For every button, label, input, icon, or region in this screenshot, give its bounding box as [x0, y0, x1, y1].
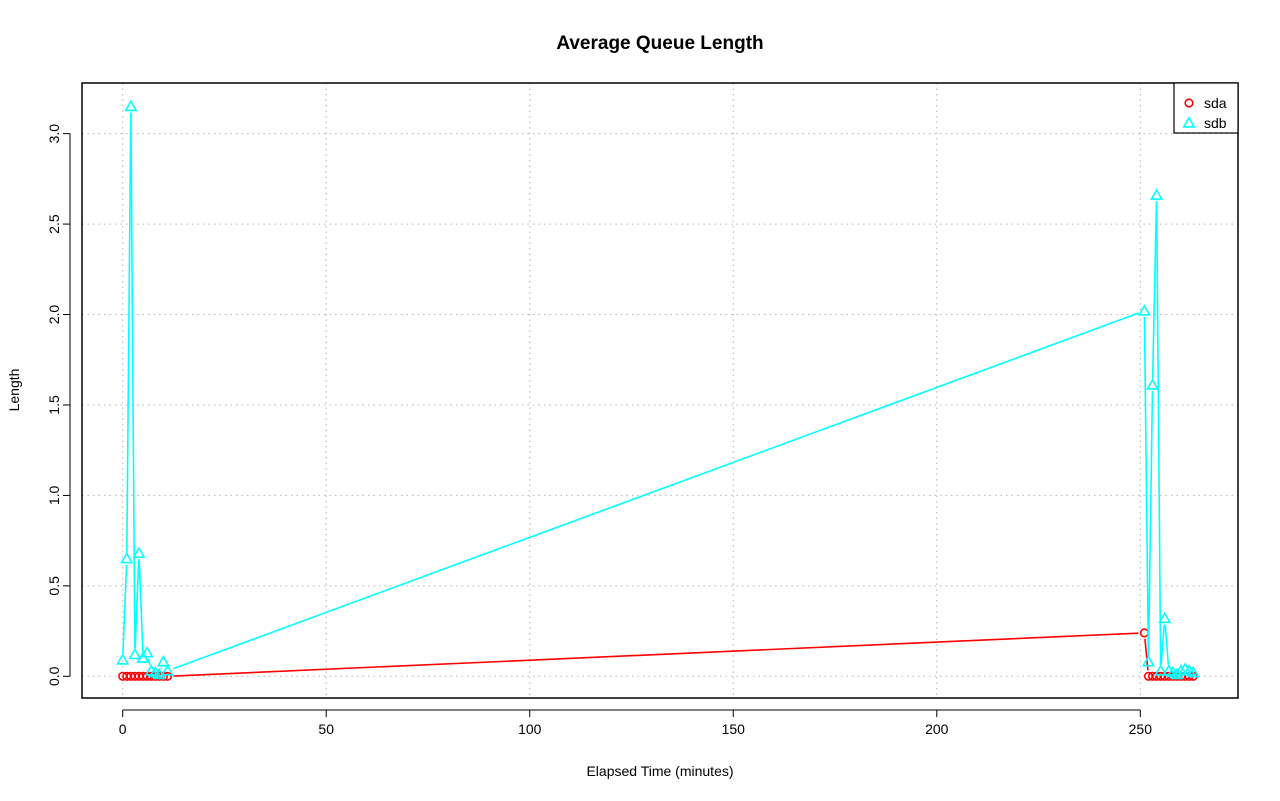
series-segment-sdb: [147, 658, 151, 666]
series-layer: [116, 99, 1200, 681]
data-point-sdb: [156, 655, 170, 667]
data-point-sdb: [128, 647, 142, 660]
series-segment-sdb: [1155, 201, 1162, 665]
y-tick-label: 1.0: [46, 485, 62, 505]
data-point-sdb: [1154, 664, 1168, 676]
y-tick-label: 3.0: [46, 124, 62, 144]
y-tick-label: 0.5: [46, 576, 62, 596]
grid-layer: [82, 83, 1238, 698]
x-tick-label: 200: [925, 721, 949, 737]
data-point-sdb: [160, 664, 175, 676]
data-point-sdb: [1174, 664, 1188, 676]
x-tick-label: 0: [119, 721, 127, 737]
series-segment-sdb: [1143, 316, 1150, 656]
legend-label-sdb: sdb: [1204, 115, 1227, 131]
y-tick-label: 0.0: [46, 666, 62, 686]
data-point-sdb: [1145, 378, 1160, 390]
series-segment-sdb: [134, 559, 140, 649]
data-point-sdb: [124, 99, 138, 112]
series-segment-sdb: [172, 312, 1140, 670]
y-tick-label: 2.0: [46, 305, 62, 325]
y-axis-label: Length: [6, 369, 22, 412]
data-point-sdb: [1158, 611, 1172, 624]
series-segment-sdb: [1147, 391, 1154, 656]
x-tick-label: 100: [518, 721, 542, 737]
data-point-sdb: [120, 551, 134, 564]
legend: sda sdb: [1173, 82, 1239, 134]
x-tick-label: 50: [318, 721, 334, 737]
y-tick-label: 2.5: [46, 214, 62, 234]
data-point-sdb: [140, 645, 154, 658]
data-point-sdb: [1141, 655, 1156, 667]
plot-frame: [81, 82, 1239, 699]
series-segment-sdb: [130, 112, 136, 649]
series-segment-sdb: [1160, 624, 1166, 665]
chart-title: Average Queue Length: [556, 33, 763, 54]
data-point-sdb: [116, 653, 130, 665]
series-segment-sdb: [1151, 201, 1158, 380]
series-segment-sdb: [1164, 624, 1170, 665]
series-segment-sdb: [122, 564, 128, 655]
data-point-sdb: [1137, 304, 1151, 316]
x-axis-label: Elapsed Time (minutes): [586, 763, 733, 779]
axes-layer: 0 50 100 150 200 250 0.0 0.5 1.0 1.5 2.0 2.5 3.0: [46, 124, 1152, 737]
series-sdb: [116, 99, 1200, 680]
data-point-sdb: [136, 651, 150, 663]
y-tick-label: 1.5: [46, 395, 62, 415]
legend-marker-sda: [1184, 98, 1194, 108]
x-tick-label: 150: [722, 721, 746, 737]
series-segment-sda: [173, 632, 1139, 677]
series-segment-sdb: [126, 112, 132, 553]
data-point-sdb: [132, 546, 146, 558]
data-point-sda: [1139, 628, 1149, 638]
series-sda: [118, 628, 1198, 681]
legend-label-sda: sda: [1204, 95, 1227, 111]
data-point-sdb: [1170, 667, 1184, 680]
data-point-sdb: [1150, 188, 1164, 200]
x-tick-label: 250: [1129, 721, 1153, 737]
series-segment-sdb: [138, 559, 144, 653]
data-point-sdb: [1186, 665, 1200, 678]
legend-marker-sdb: [1182, 116, 1196, 128]
